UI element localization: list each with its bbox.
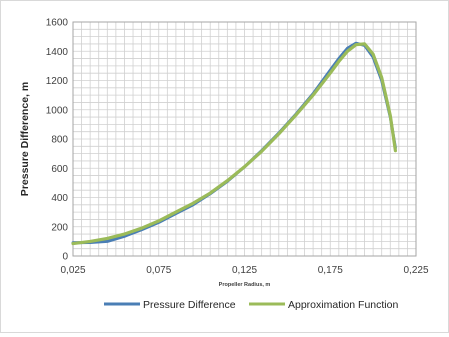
y-tick-label: 1400 <box>46 47 69 58</box>
y-tick-label: 200 <box>51 222 68 233</box>
x-tick-label: 0,175 <box>318 265 343 276</box>
x-tick-label: 0,225 <box>403 265 428 276</box>
y-tick-label: 1000 <box>46 105 69 116</box>
legend-label: Pressure Difference <box>143 299 236 311</box>
y-axis-label: Pressure Difference, m <box>19 82 31 196</box>
x-tick-labels: 0,025 0,075 0,125 0,175 0,225 <box>60 265 428 276</box>
gridlines <box>73 22 416 256</box>
y-tick-label: 0 <box>62 252 68 263</box>
plot-area-border <box>72 21 417 257</box>
y-tick-label: 600 <box>51 164 68 175</box>
legend: Pressure Difference Approximation Functio… <box>104 299 398 311</box>
x-axis-label: Propeller Radius, m <box>219 282 271 288</box>
y-tick-label: 1600 <box>46 18 69 29</box>
y-tick-label: 1200 <box>46 76 69 87</box>
y-tick-label: 800 <box>51 135 68 146</box>
legend-label: Approximation Function <box>288 299 398 311</box>
x-tick-label: 0,025 <box>60 265 85 276</box>
y-tick-labels: 0 200 400 600 800 1000 1200 1400 1600 <box>46 18 69 263</box>
line-chart: 0 200 400 600 800 1000 1200 1400 1600 0,025 0,075… <box>19 18 429 312</box>
x-tick-label: 0,075 <box>146 265 171 276</box>
x-tick-label: 0,125 <box>232 265 257 276</box>
series-line-approximation-function <box>71 42 397 246</box>
y-tick-label: 400 <box>51 193 68 204</box>
series-lines <box>71 41 397 246</box>
